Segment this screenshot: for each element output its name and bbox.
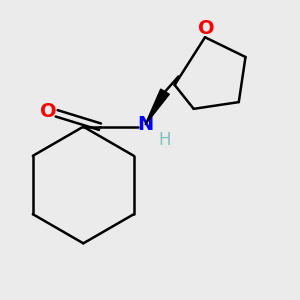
Polygon shape	[145, 89, 169, 125]
Text: O: O	[198, 20, 215, 38]
Text: N: N	[137, 115, 153, 134]
Text: H: H	[158, 131, 171, 149]
Text: O: O	[40, 102, 57, 121]
